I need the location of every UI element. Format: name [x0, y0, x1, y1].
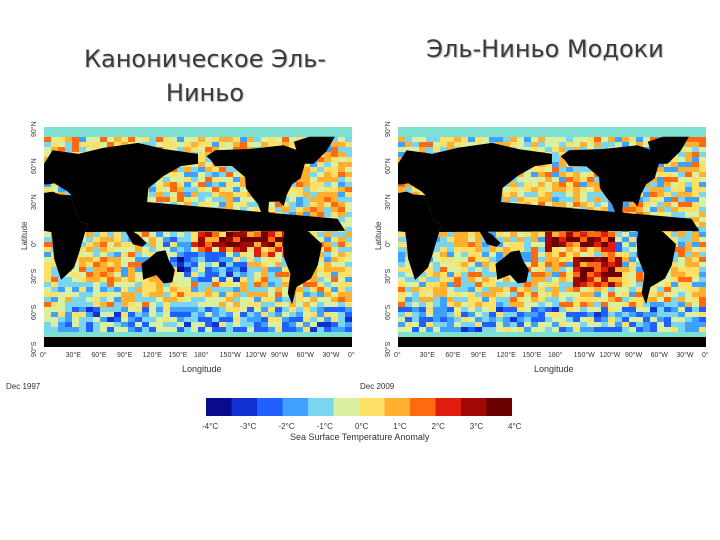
lat-tick: 60°S [385, 305, 392, 321]
colorbar-tick: 4°C [508, 422, 522, 431]
lat-tick: 30°N [385, 194, 392, 211]
xlabel-left: Longitude [182, 364, 222, 374]
lon-tick: 180° [548, 352, 563, 359]
colorbar-tick: 2°C [431, 422, 445, 431]
land-mass [479, 229, 501, 247]
colorbar-segment [308, 398, 334, 416]
date-right: Dec 2009 [360, 382, 395, 391]
colorbar [206, 398, 512, 416]
lon-tick: 90°W [625, 352, 643, 359]
sst-map-2009-canvas [398, 127, 706, 347]
lon-tick: 0° [394, 352, 401, 359]
land-mass [560, 145, 659, 228]
colorbar-segment [486, 398, 512, 416]
land-mass [141, 250, 175, 284]
lat-tick: 90°S [385, 341, 392, 357]
lat-tick: 90°S [31, 341, 38, 357]
lon-tick: 60°W [296, 352, 314, 359]
colorbar-title: Sea Surface Temperature Anomaly [290, 432, 430, 442]
lat-tick: 0° [385, 240, 392, 247]
lon-tick: 90°E [471, 352, 487, 359]
sst-map-1997 [44, 127, 352, 347]
land-mass [495, 250, 529, 284]
land-mass [282, 222, 323, 305]
colorbar-tick: -3°C [240, 422, 257, 431]
date-left: Dec 1997 [6, 382, 41, 391]
lon-tick: 60°W [650, 352, 668, 359]
lat-tick: 60°N [385, 158, 392, 174]
colorbar-segment [206, 398, 232, 416]
colorbar-tick: -4°C [202, 422, 219, 431]
lon-tick: 150°W [219, 352, 241, 359]
lon-tick: 180° [194, 352, 209, 359]
lon-tick: 150°E [168, 352, 188, 359]
colorbar-segment [410, 398, 436, 416]
colorbar-segment [231, 398, 258, 416]
sst-map-1997-canvas [44, 127, 352, 347]
lon-tick: 30°E [419, 352, 435, 359]
lon-tick: 120°W [245, 352, 267, 359]
lon-tick: 30°W [322, 352, 340, 359]
land-mass [293, 136, 335, 164]
lon-tick: 120°W [599, 352, 621, 359]
lon-tick: 150°W [573, 352, 595, 359]
lon-tick: 30°E [65, 352, 81, 359]
ylabel-right: Latitude [374, 221, 383, 250]
lon-tick: 0° [40, 352, 47, 359]
colorbar-segment [282, 398, 309, 416]
colorbar-segment [359, 398, 385, 416]
lon-tick: 90°W [271, 352, 289, 359]
lon-tick: 150°E [522, 352, 542, 359]
land-mass [44, 142, 198, 236]
land-mass [125, 229, 147, 247]
colorbar-tick: 0°C [355, 422, 369, 431]
lat-tick: 30°S [385, 268, 392, 284]
colorbar-tick: -1°C [316, 422, 333, 431]
colorbar-segment [435, 398, 462, 416]
lon-tick: 30°W [676, 352, 694, 359]
lat-tick: 90°N [31, 121, 38, 137]
colorbar-segment [333, 398, 360, 416]
land-mass [44, 191, 88, 280]
antarctica [44, 337, 352, 347]
sst-map-2009 [398, 127, 706, 347]
colorbar-segment [461, 398, 487, 416]
lon-tick: 120°E [496, 352, 516, 359]
lon-tick: 90°E [117, 352, 133, 359]
colorbar-segment [257, 398, 283, 416]
antarctica [398, 337, 706, 347]
lon-tick: 60°E [445, 352, 461, 359]
ylabel-left: Latitude [20, 221, 29, 250]
title-modoki: Эль-Ниньо Модоки [426, 35, 664, 63]
lat-tick: 60°S [31, 305, 38, 321]
colorbar-tick: 1°C [393, 422, 407, 431]
lon-tick: 0° [348, 352, 355, 359]
lat-tick: 30°S [31, 268, 38, 284]
colorbar-tick: -2°C [278, 422, 295, 431]
land-mass [398, 191, 442, 280]
land-mass [398, 142, 552, 236]
lon-tick: 0° [702, 352, 709, 359]
lat-tick: 60°N [31, 158, 38, 174]
title-canonical: Каноническое Эль-Ниньо [83, 45, 327, 107]
lat-tick: 0° [31, 240, 38, 247]
lat-tick: 30°N [31, 194, 38, 211]
lat-tick: 90°N [385, 121, 392, 137]
land-mass [647, 136, 689, 164]
xlabel-right: Longitude [534, 364, 574, 374]
lon-tick: 60°E [91, 352, 107, 359]
colorbar-tick: 3°C [469, 422, 484, 431]
land-mass [206, 145, 305, 228]
lon-tick: 120°E [142, 352, 162, 359]
land-mass [636, 222, 677, 305]
colorbar-segment [384, 398, 411, 416]
